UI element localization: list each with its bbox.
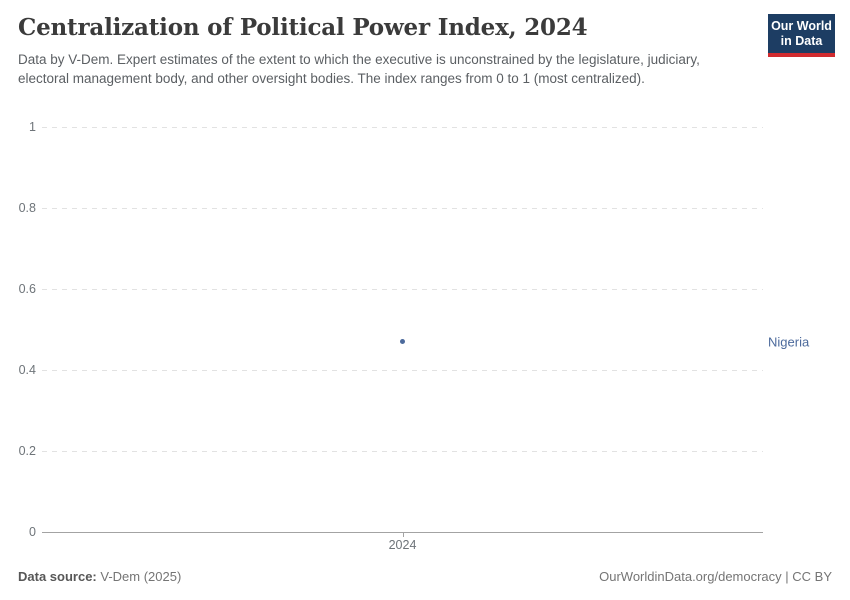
x-axis-tick bbox=[402, 532, 404, 537]
gridline bbox=[42, 370, 763, 371]
data-source-note: Data source: V-Dem (2025) bbox=[18, 569, 181, 584]
x-axis-tick-label: 2024 bbox=[388, 538, 417, 552]
gridline bbox=[42, 208, 763, 209]
data-point-nigeria[interactable] bbox=[399, 339, 405, 345]
entity-label-nigeria[interactable]: Nigeria bbox=[768, 334, 810, 350]
owid-logo-line1: Our World bbox=[771, 19, 832, 33]
data-source-value: V-Dem (2025) bbox=[100, 569, 182, 584]
y-axis-tick-label: 1 bbox=[29, 120, 36, 134]
gridline bbox=[42, 289, 763, 290]
chart-subtitle: Data by V-Dem. Expert estimates of the e… bbox=[18, 52, 700, 86]
owid-logo[interactable]: Our World in Data bbox=[768, 14, 835, 57]
y-axis-tick-label: 0.4 bbox=[18, 363, 36, 377]
y-axis-tick-label: 0.6 bbox=[18, 282, 36, 296]
gridline bbox=[42, 127, 763, 128]
page-title: Centralization of Political Power Index,… bbox=[18, 14, 588, 41]
owid-url-license-link[interactable]: OurWorldinData.org/democracy | CC BY bbox=[599, 569, 832, 584]
y-axis-tick-label: 0.8 bbox=[18, 201, 36, 215]
y-axis-tick-label: 0.2 bbox=[18, 444, 36, 458]
owid-logo-line2: in Data bbox=[780, 34, 823, 48]
gridline bbox=[42, 451, 763, 452]
data-source-label: Data source: bbox=[18, 569, 97, 584]
y-axis-tick-label: 0 bbox=[29, 525, 36, 539]
